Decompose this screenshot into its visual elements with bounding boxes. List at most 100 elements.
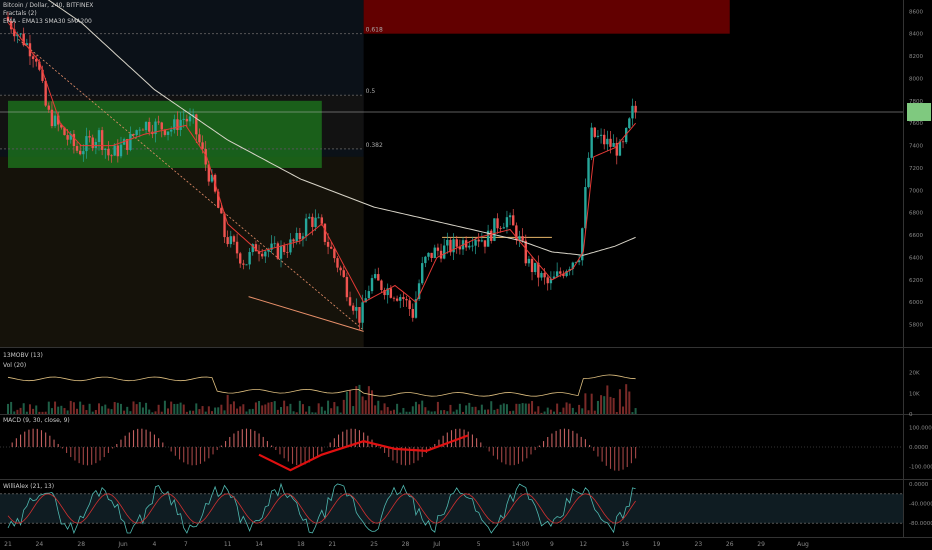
volume-bar-128 (408, 411, 411, 414)
volume-bar-117 (374, 405, 377, 414)
macd-pane-label: MACD (9, 30, close, 9) (3, 417, 70, 424)
candle-body-91 (292, 239, 295, 242)
volume-bar-94 (301, 404, 304, 414)
volume-bar-26 (88, 403, 91, 414)
volume-bar-88 (283, 400, 286, 414)
volume-bar-134 (427, 410, 430, 414)
candle-body-10 (38, 61, 41, 70)
volume-bar-60 (195, 403, 198, 414)
candle-body-194 (615, 143, 618, 156)
candle-body-117 (373, 274, 377, 279)
volume-bar-78 (251, 408, 254, 414)
volume-bar-163 (518, 403, 521, 414)
volume-bar-83 (267, 402, 270, 414)
volume-bar-39 (129, 411, 132, 414)
candle-body-195 (618, 141, 622, 156)
volume-bar-195 (618, 389, 621, 414)
volume-bar-182 (578, 404, 581, 414)
volume-bar-157 (499, 404, 502, 414)
volume-bar-159 (505, 404, 508, 414)
candle-body-65 (210, 174, 214, 182)
volume-bar-136 (433, 411, 436, 414)
candle-body-2 (13, 29, 16, 37)
volume-bar-33 (110, 409, 113, 414)
volume-bar-4 (19, 407, 22, 414)
candle-body-136 (433, 247, 436, 258)
candle-body-0 (6, 16, 10, 21)
volume-bar-142 (452, 411, 455, 414)
volume-bar-173 (549, 409, 552, 414)
candle-body-89 (286, 251, 289, 253)
volume-bar-31 (104, 404, 107, 414)
candle-body-176 (559, 271, 562, 274)
candle-body-103 (330, 246, 333, 249)
volume-bar-194 (615, 411, 618, 414)
candle-body-168 (533, 262, 537, 273)
volume-bar-101 (323, 410, 326, 414)
time-tick-4: 4 (153, 541, 157, 548)
candle-body-151 (480, 240, 484, 242)
candle-body-171 (543, 272, 546, 278)
candle-body-29 (97, 130, 101, 143)
volume-bar-19 (66, 410, 69, 414)
volume-bar-150 (477, 410, 480, 414)
candle-body-5 (22, 33, 25, 46)
volume-bar-43 (141, 407, 144, 414)
candle-body-40 (132, 134, 135, 136)
candle-body-104 (333, 248, 336, 259)
volume-bar-147 (468, 402, 471, 414)
volume-bar-188 (596, 400, 599, 414)
price-tick-6: 7400 (909, 144, 923, 150)
volume-bar-118 (377, 400, 380, 414)
candle-body-156 (496, 218, 499, 229)
fib-level-label-2: 0.382 (366, 142, 383, 149)
candle-body-39 (129, 134, 132, 150)
candle-body-84 (270, 243, 273, 250)
time-tick-17: 16 (621, 541, 629, 548)
volume-bar-42 (138, 402, 141, 414)
candle-body-71 (229, 236, 232, 245)
candle-body-144 (458, 246, 462, 250)
candle-body-174 (552, 276, 556, 279)
candle-body-15 (53, 115, 57, 127)
price-tick-12: 6200 (909, 278, 923, 284)
candle-body-147 (468, 245, 471, 248)
candle-body-9 (35, 58, 38, 62)
candle-body-133 (424, 256, 427, 264)
volume-bar-73 (236, 408, 239, 414)
candle-body-62 (201, 142, 204, 149)
williams-pane-label: WilliAlex (21, 13) (3, 483, 55, 490)
volume-bar-11 (41, 411, 44, 414)
candle-body-169 (537, 262, 540, 278)
candle-body-52 (169, 129, 173, 132)
volume-bar-12 (44, 411, 47, 414)
candle-body-78 (251, 244, 254, 253)
candle-body-25 (85, 136, 88, 152)
time-tick-10: 25 (370, 541, 378, 548)
volume-bar-187 (593, 410, 596, 414)
volume-bar-200 (634, 408, 637, 414)
volume-bar-109 (349, 390, 352, 414)
volume-bar-186 (590, 393, 593, 414)
candle-body-116 (370, 278, 374, 292)
candle-body-114 (364, 298, 367, 303)
volume-bar-141 (449, 404, 452, 414)
candle-body-76 (245, 264, 248, 266)
candle-body-130 (414, 299, 418, 318)
price-tick-11: 6400 (909, 255, 923, 261)
candle-body-142 (452, 239, 455, 253)
time-tick-18: 19 (653, 541, 661, 548)
candle-body-18 (63, 127, 66, 136)
candle-body-48 (157, 121, 160, 123)
candle-body-152 (483, 240, 487, 247)
volume-bar-97 (311, 412, 314, 414)
volume-bar-129 (411, 406, 414, 414)
volume-bar-54 (176, 403, 179, 414)
volume-bar-52 (170, 401, 173, 414)
volume-bar-177 (562, 407, 565, 414)
volume-bar-104 (333, 402, 336, 414)
candle-body-99 (317, 217, 320, 219)
volume-bar-3 (16, 409, 19, 414)
